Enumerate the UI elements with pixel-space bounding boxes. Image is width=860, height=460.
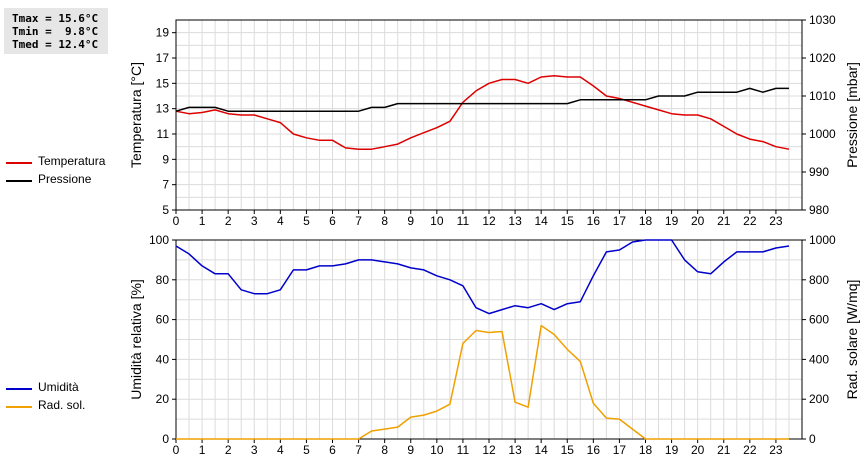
legend-swatch (6, 162, 32, 164)
chart-2-x-tick-label: 11 (457, 443, 470, 457)
chart-2-x-tick-label: 9 (407, 443, 414, 457)
chart-1-x-tick-label: 18 (639, 214, 653, 228)
chart-2-x-tick-label: 0 (173, 443, 180, 457)
chart-2-y-tick-label: 0 (162, 432, 169, 446)
chart-2-y-axis-title: Umidità relativa [%] (128, 279, 144, 400)
chart-2-x-tick-label: 8 (381, 443, 388, 457)
legend-label: Umidità (38, 380, 79, 394)
chart-1-x-tick-label: 23 (769, 214, 783, 228)
chart-1-x-tick-label: 5 (303, 214, 310, 228)
chart-1-y2-tick-label: 1020 (809, 51, 836, 65)
chart-2-series-rad-sol (176, 324, 789, 440)
chart-1-y-axis-title: Temperatura [°C] (128, 62, 144, 168)
chart-2-x-tick-label: 19 (665, 443, 679, 457)
tmed-stat: Tmed = 12.4°C (12, 38, 99, 51)
chart-1-x-tick-label: 9 (407, 214, 414, 228)
chart-1-x-tick-label: 6 (329, 214, 336, 228)
chart-2-y-tick-label: 60 (156, 313, 170, 327)
chart-1-series-temperatura (175, 74, 790, 150)
chart-2-y2-tick-label: 200 (809, 392, 829, 406)
chart-2-x-tick-label: 16 (587, 443, 601, 457)
chart-2-x-tick-label: 3 (251, 443, 258, 457)
chart-1-x-tick-label: 22 (743, 214, 757, 228)
chart-1-y2-tick-label: 1030 (809, 13, 836, 27)
chart-1-x-tick-label: 12 (482, 214, 496, 228)
tmax-stat: Tmax = 15.6°C (12, 12, 99, 25)
chart-1-x-tick-label: 13 (508, 214, 522, 228)
legend-label: Pressione (38, 172, 92, 186)
chart-2-y2-tick-label: 1000 (809, 233, 836, 247)
chart-2-y2-tick-label: 400 (809, 352, 829, 366)
chart-1-x-tick-label: 11 (457, 214, 470, 228)
chart-2-x-tick-label: 1 (199, 443, 206, 457)
chart-1-x-tick-label: 4 (277, 214, 284, 228)
chart-1-x-tick-label: 3 (251, 214, 258, 228)
chart-1-y2-tick-label: 1010 (809, 89, 836, 103)
chart-1-x-tick-label: 19 (665, 214, 679, 228)
chart-2-y2-tick-label: 800 (809, 273, 829, 287)
chart-2-series-umidit (175, 239, 790, 315)
chart-1-y-tick-label: 5 (162, 203, 169, 217)
chart-2-y-tick-label: 80 (156, 273, 170, 287)
chart-1-x-tick-label: 20 (691, 214, 705, 228)
chart-1-x-tick-label: 1 (199, 214, 206, 228)
chart-1-x-tick-label: 10 (430, 214, 444, 228)
chart-2-x-tick-label: 13 (508, 443, 522, 457)
chart-1-y-tick-label: 19 (156, 26, 170, 40)
chart-2-y2-tick-label: 600 (809, 313, 829, 327)
legend-label: Rad. sol. (38, 398, 86, 412)
chart-2-y-tick-label: 100 (149, 233, 169, 247)
chart-2-x-tick-label: 4 (277, 443, 284, 457)
chart-1-y-tick-label: 9 (162, 152, 169, 166)
chart-1-x-tick-label: 21 (717, 214, 731, 228)
chart-1-y2-tick-label: 980 (809, 203, 829, 217)
chart-2-y2-tick-label: 0 (809, 432, 816, 446)
chart-2-x-tick-label: 6 (329, 443, 336, 457)
chart-2-x-tick-label: 22 (743, 443, 757, 457)
chart-1-y2-tick-label: 990 (809, 165, 829, 179)
chart-1-x-tick-label: 15 (561, 214, 575, 228)
chart-2-x-tick-label: 17 (613, 443, 627, 457)
chart-2-x-tick-label: 5 (303, 443, 310, 457)
chart-2-x-tick-label: 2 (225, 443, 232, 457)
chart-2-x-tick-label: 21 (717, 443, 731, 457)
chart-2-x-tick-label: 20 (691, 443, 705, 457)
chart-1-x-tick-label: 14 (534, 214, 548, 228)
chart-1-y-tick-label: 11 (157, 127, 170, 141)
chart-1-y2-tick-label: 1000 (809, 127, 836, 141)
chart-2-y-tick-label: 20 (156, 392, 170, 406)
chart-2-x-tick-label: 18 (639, 443, 653, 457)
chart-2-y2-axis-title: Rad. solare [W/mq] (844, 280, 860, 400)
stats-box: Tmax = 15.6°C Tmin = 9.8°C Tmed = 12.4°C (4, 8, 108, 54)
chart-2-x-tick-label: 14 (534, 443, 548, 457)
chart-1-x-tick-label: 16 (587, 214, 601, 228)
chart-2-x-tick-label: 7 (355, 443, 362, 457)
chart-1-x-tick-label: 0 (173, 214, 180, 228)
chart-1-y-tick-label: 13 (156, 102, 170, 116)
chart-2-x-tick-label: 12 (482, 443, 496, 457)
chart-2-x-tick-label: 23 (769, 443, 783, 457)
tmin-stat: Tmin = 9.8°C (12, 25, 99, 38)
chart-1-x-tick-label: 7 (355, 214, 362, 228)
chart-1-series-pressione (175, 87, 789, 112)
chart-1-x-tick-label: 8 (381, 214, 388, 228)
legend-swatch (6, 388, 32, 390)
legend-swatch (6, 180, 32, 182)
chart-2-y-tick-label: 40 (156, 352, 170, 366)
chart-2-x-tick-label: 15 (561, 443, 575, 457)
legend-swatch (6, 406, 32, 408)
chart-1-x-tick-label: 17 (613, 214, 627, 228)
chart-1-y2-axis-title: Pressione [mbar] (844, 62, 860, 168)
chart-1-x-tick-label: 2 (225, 214, 232, 228)
chart-1-y-tick-label: 15 (156, 76, 170, 90)
chart-1-y-tick-label: 17 (156, 51, 170, 65)
chart-2-x-tick-label: 10 (430, 443, 444, 457)
chart-1-y-tick-label: 7 (162, 178, 169, 192)
legend-label: Temperatura (38, 154, 106, 168)
